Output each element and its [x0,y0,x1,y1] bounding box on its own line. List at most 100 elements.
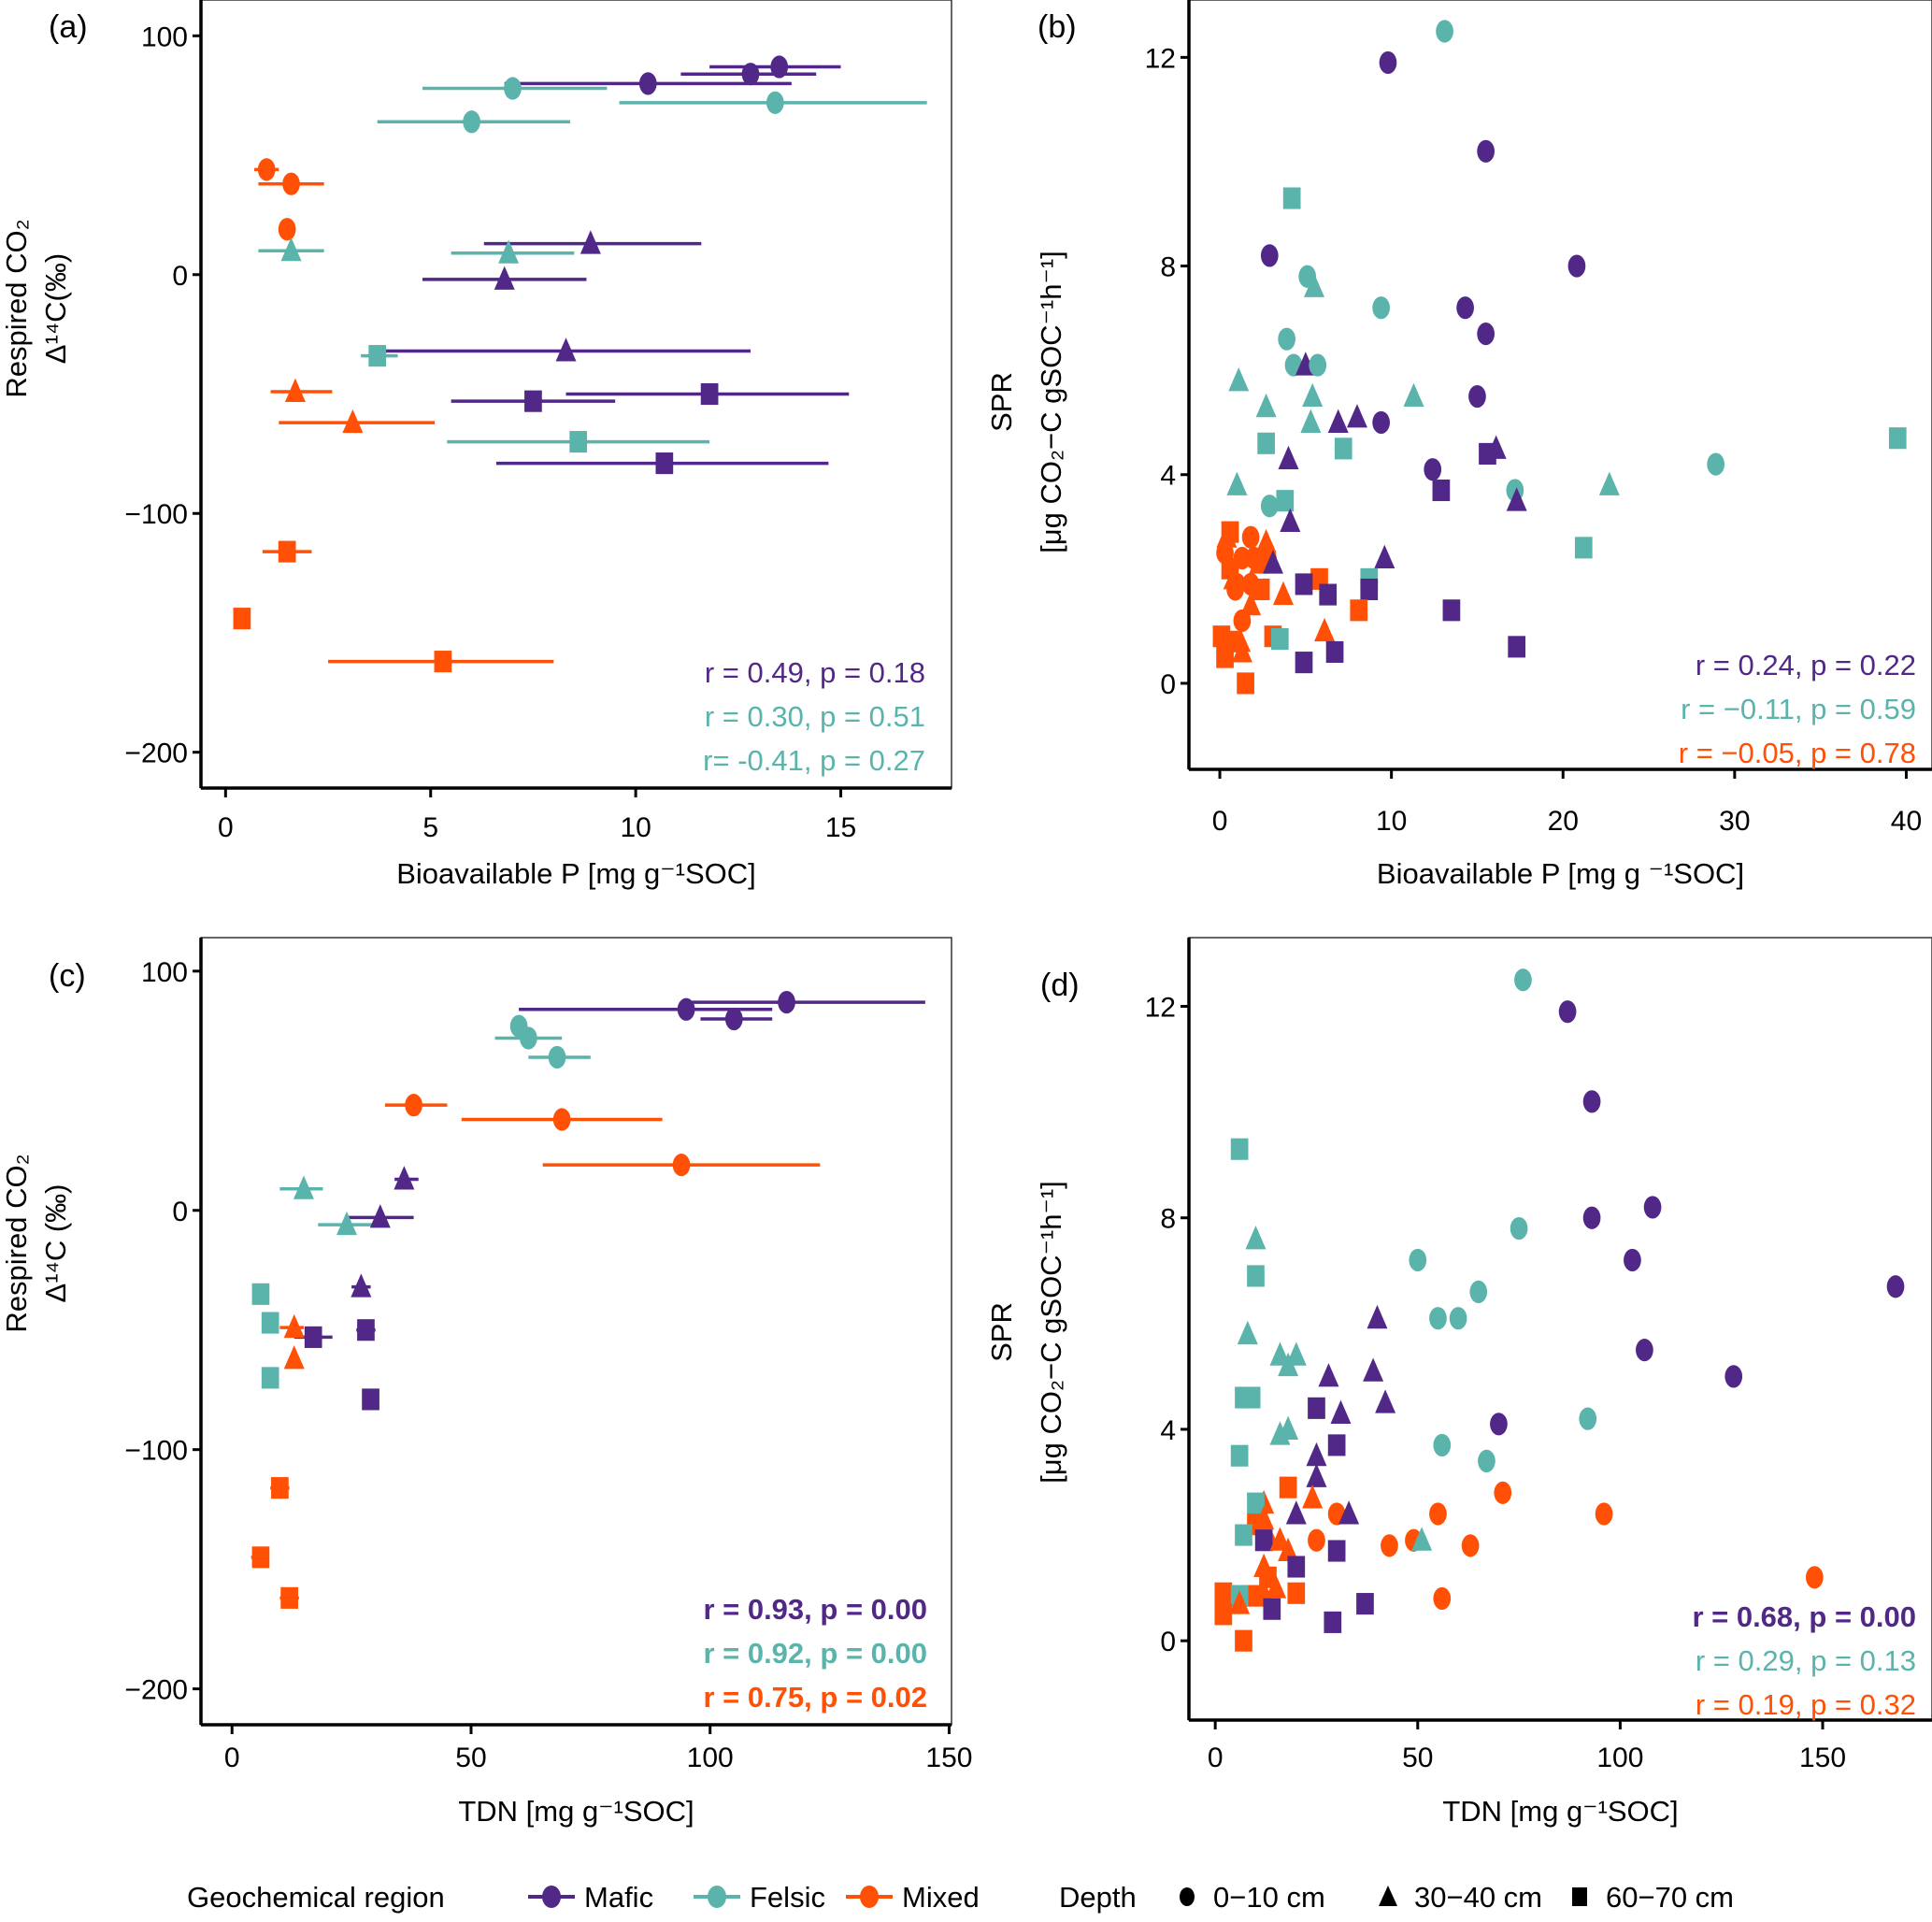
y-tick-label: 4 [1160,461,1176,492]
data-point-mafic [494,265,515,290]
data-point-mafic [1327,1540,1346,1562]
data-point-felsic [1230,1444,1249,1467]
data-point-felsic [1334,437,1352,460]
data-point-felsic [1270,627,1289,651]
x-tick-label: 100 [1596,1743,1643,1773]
data-point-felsic [1255,393,1277,418]
data-point-mafic [1643,1196,1662,1219]
data-point-mafic [1287,1556,1306,1578]
data-point-mafic [677,997,695,1021]
data-point-felsic [1237,1320,1258,1345]
data-point-mixed [1216,524,1238,548]
data-point-felsic [1226,471,1248,495]
stat-annotation: r = 0.24, p = 0.22 [1696,649,1916,681]
stat-annotation: r = 0.68, p = 0.00 [1692,1600,1916,1633]
panel-label: (d) [1040,968,1080,1003]
x-tick-label: 10 [1376,806,1407,837]
data-point-mafic [1624,1248,1641,1272]
data-point-mafic [1886,1275,1905,1298]
data-point-felsic [261,1367,279,1389]
y-axis-title: Respired CO₂ [0,219,33,397]
data-point-mafic [304,1326,322,1348]
data-point-mixed [1237,672,1254,695]
x-tick-label: 20 [1548,806,1579,837]
data-point-felsic [293,1175,314,1199]
x-tick-label: 50 [455,1743,486,1773]
stat-annotation: r = 0.49, p = 0.18 [705,656,925,689]
y-tick-label: 0 [172,261,188,292]
y-tick-label: 8 [1160,252,1176,283]
data-point-mafic [1372,410,1390,435]
data-point-felsic [1707,452,1725,476]
data-point-felsic [1598,471,1620,495]
legend-title-depth: Depth [1059,1881,1137,1914]
data-point-felsic [463,110,480,134]
data-point-mixed [1314,617,1336,642]
data-point-mafic [1278,445,1299,470]
data-point-felsic [1247,1492,1265,1514]
data-point-mafic [655,452,674,475]
data-point-felsic [1433,1433,1452,1457]
data-point-felsic [368,345,387,367]
y-axis-title: SPR [985,1302,1018,1362]
data-point-mafic [1558,1000,1577,1024]
data-point-felsic [1514,968,1532,992]
data-point-mafic [1306,1463,1327,1487]
data-point-mafic [1262,550,1283,574]
legend-label-depth: 60−70 cm [1606,1881,1734,1914]
y-axis-title: Respired CO₂ [0,1154,33,1332]
data-point-felsic [1510,1216,1528,1241]
data-point-mafic [357,1319,375,1341]
data-point-mixed [1216,646,1234,668]
data-point-felsic [1372,296,1390,320]
data-point-mafic [770,55,789,79]
data-point-felsic [1278,1352,1299,1377]
x-tick-label: 5 [422,812,438,843]
data-point-felsic [1242,1386,1261,1409]
legend-key-circle [708,1886,726,1908]
data-point-felsic [1269,1421,1291,1445]
data-point-mixed [1240,591,1262,616]
data-point-mafic [1374,544,1395,569]
data-point-mafic [1567,254,1586,278]
data-point-felsic [548,1045,566,1069]
data-point-mixed [1461,1534,1480,1557]
data-point-felsic [504,77,522,100]
legend-label-felsic: Felsic [750,1881,825,1914]
x-tick-label: 15 [825,812,856,843]
x-tick-label: 40 [1891,806,1922,837]
data-point-mixed [1226,578,1244,601]
data-point-mixed [1214,1582,1233,1604]
legend-key-circle [542,1886,561,1908]
data-point-mafic [1636,1339,1653,1362]
data-point-felsic [1304,273,1325,297]
data-point-mixed [257,158,276,181]
data-point-mafic [1318,1363,1339,1387]
x-tick-label: 150 [1799,1743,1846,1773]
data-point-felsic [1260,495,1279,518]
data-point-mixed [405,1094,422,1117]
data-point-mixed [1255,528,1277,553]
data-point-mafic [1308,1397,1325,1419]
panel-label: (a) [49,9,88,45]
data-point-mafic [1360,578,1379,601]
data-point-mixed [1229,1590,1251,1614]
data-point-mixed [1214,1603,1233,1626]
x-axis-title: TDN [mg g⁻¹SOC] [1442,1795,1678,1828]
data-point-mafic [1254,1529,1273,1552]
legend-label-depth: 30−40 cm [1414,1881,1542,1914]
data-point-mafic [1327,1434,1346,1456]
data-point-felsic [1230,1138,1249,1160]
data-point-felsic [1574,537,1593,559]
data-point-mafic [1379,50,1397,75]
data-point-mafic [1375,1389,1396,1413]
data-point-mafic [1363,1357,1384,1382]
data-point-mixed [552,1108,571,1131]
data-point-mixed [1287,1582,1306,1604]
data-point-mafic [1356,1593,1374,1615]
x-axis-title: Bioavailable P [mg g⁻¹SOC] [396,857,756,890]
data-point-mafic [741,63,760,86]
y-tick-label: 12 [1145,43,1176,74]
data-point-mafic [1338,1500,1360,1525]
data-point-mafic [1456,296,1474,320]
